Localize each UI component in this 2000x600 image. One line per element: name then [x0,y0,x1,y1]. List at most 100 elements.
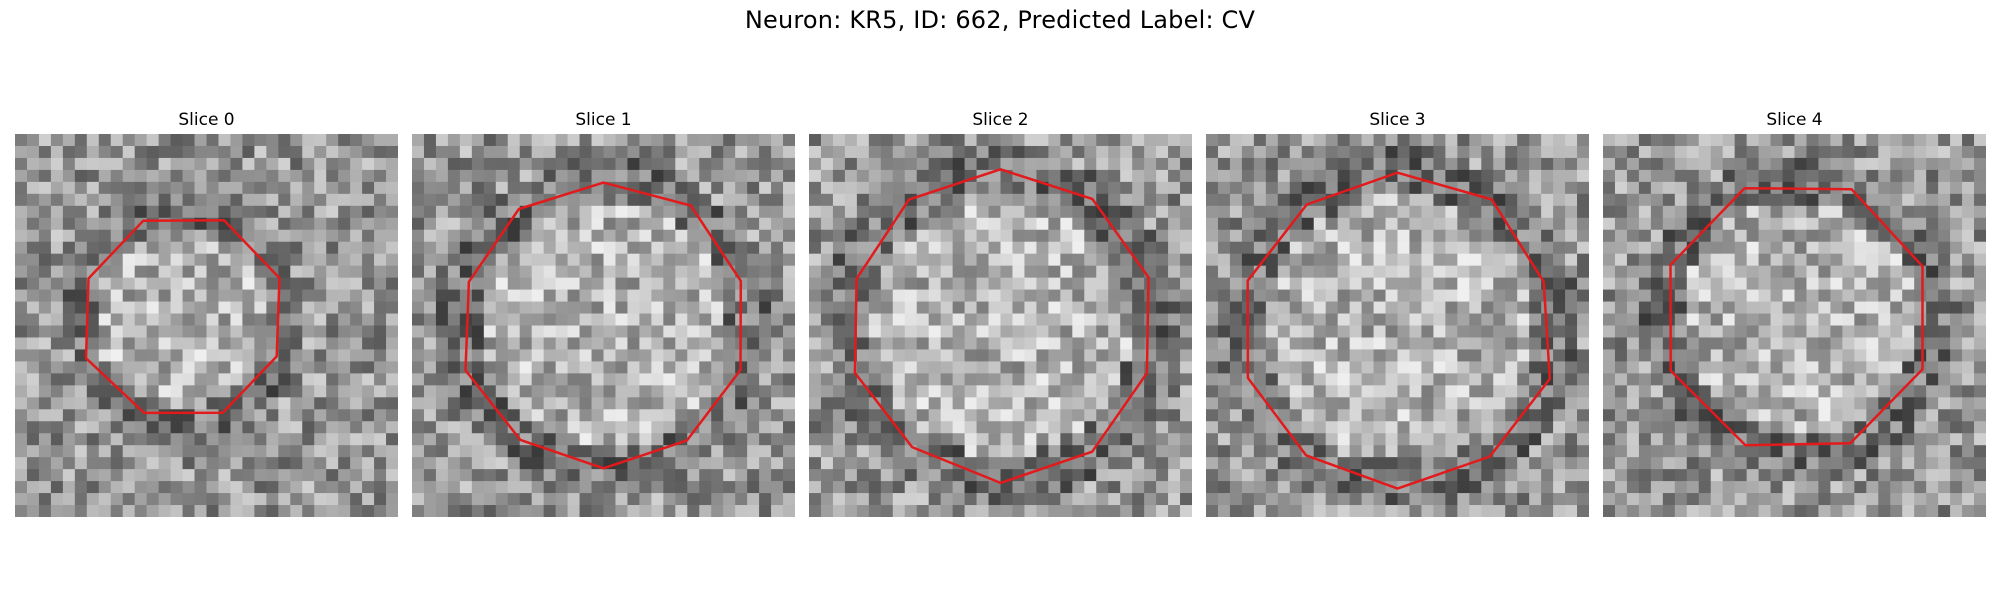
image-pixel [314,421,327,434]
image-pixel [1000,457,1013,470]
image-pixel [579,397,593,410]
image-pixel [1120,145,1133,159]
image-pixel [711,253,724,267]
image-pixel [988,373,1001,386]
image-pixel [1926,265,1939,279]
image-pixel [1409,361,1422,374]
image-pixel [1565,373,1578,386]
image-pixel [62,325,76,338]
image-pixel [1806,301,1819,315]
image-pixel [759,134,772,147]
image-pixel [687,181,700,195]
image-pixel [844,253,858,267]
image-pixel [1168,361,1181,374]
image-pixel [1072,469,1085,482]
image-pixel [711,361,724,374]
image-pixel [110,409,124,422]
image-pixel [1385,373,1398,386]
image-pixel [1926,313,1939,326]
image-pixel [1048,433,1061,446]
image-pixel [1505,433,1518,446]
image-pixel [1409,385,1422,398]
image-pixel [350,409,363,422]
image-pixel [519,313,533,326]
image-pixel [1481,277,1494,291]
image-pixel [362,301,375,315]
image-pixel [603,397,616,410]
image-pixel [1024,481,1037,494]
image-pixel [1854,397,1867,410]
image-pixel [1902,217,1915,231]
image-pixel [26,169,40,183]
image-pixel [350,433,363,446]
image-pixel [1206,385,1219,398]
image-pixel [1698,289,1712,303]
image-pixel [1626,301,1640,315]
image-pixel [1409,193,1422,207]
image-pixel [1445,134,1458,147]
image-pixel [362,421,375,434]
image-pixel [194,253,207,267]
image-pixel [1397,505,1410,517]
image-pixel [386,469,398,482]
image-pixel [892,493,906,506]
image-pixel [290,385,303,398]
image-pixel [483,181,497,195]
image-pixel [1529,433,1542,446]
image-pixel [579,505,593,517]
image-pixel [1553,445,1566,458]
image-pixel [38,445,52,458]
image-pixel [302,409,315,422]
image-pixel [1662,277,1676,291]
image-pixel [1277,134,1291,147]
image-pixel [1433,301,1446,315]
image-pixel [1325,181,1339,195]
image-pixel [1565,217,1578,231]
image-pixel [976,421,990,434]
image-pixel [98,397,112,410]
image-pixel [1096,193,1109,207]
image-pixel [1806,373,1819,386]
image-pixel [1397,493,1410,506]
image-pixel [1794,265,1807,279]
image-pixel [1108,481,1121,494]
image-pixel [1529,217,1542,231]
image-pixel [1854,301,1867,315]
image-pixel [892,433,906,446]
image-pixel [1782,193,1795,207]
image-pixel [1638,205,1652,219]
image-pixel [1734,181,1748,195]
image-pixel [711,181,724,195]
image-pixel [904,325,918,338]
image-pixel [519,169,533,183]
image-pixel [15,385,28,398]
image-pixel [579,481,593,494]
image-pixel [1662,337,1676,350]
image-pixel [1794,253,1807,267]
image-pixel [471,469,485,482]
image-pixel [218,169,231,183]
image-pixel [1241,253,1255,267]
image-pixel [856,134,870,147]
image-pixel [952,481,966,494]
image-pixel [1529,145,1542,159]
image-pixel [1313,217,1327,231]
image-pixel [675,181,688,195]
image-pixel [423,433,437,446]
image-pixel [1926,373,1939,386]
image-pixel [1626,265,1640,279]
image-pixel [1397,241,1410,255]
image-pixel [1241,157,1255,171]
image-pixel [170,325,184,338]
image-pixel [759,445,772,458]
image-pixel [591,313,604,326]
image-pixel [62,361,76,374]
image-pixel [26,134,40,147]
image-pixel [555,349,569,362]
image-pixel [290,481,303,494]
image-pixel [50,421,64,434]
image-pixel [1349,217,1363,231]
image-pixel [15,265,28,279]
image-pixel [15,205,28,219]
image-pixel [663,505,676,517]
